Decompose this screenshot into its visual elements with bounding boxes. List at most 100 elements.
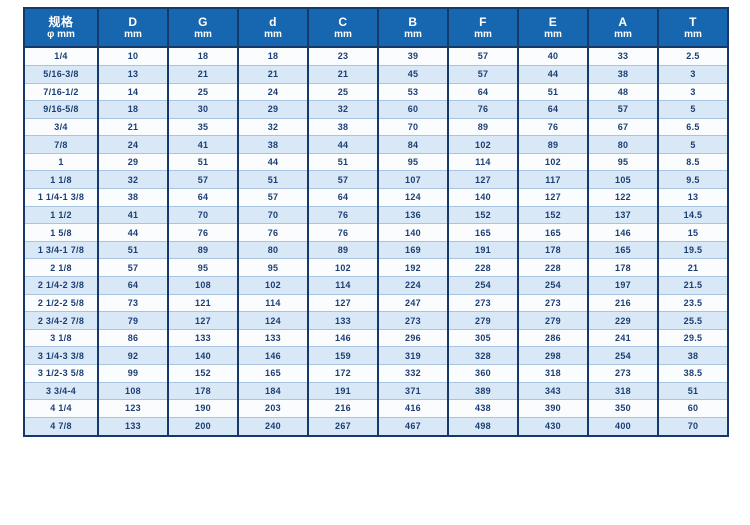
table-cell: 25.5 <box>657 311 729 330</box>
table-cell: 146 <box>307 328 379 347</box>
table-cell: 159 <box>307 346 379 365</box>
table-cell: 229 <box>587 311 659 330</box>
table-cell: 102 <box>447 135 519 154</box>
spec-size-cell: 2 1/2-2 5/8 <box>23 293 99 312</box>
table-cell: 57 <box>167 170 239 189</box>
spec-size-cell: 4 1/4 <box>23 399 99 418</box>
table-cell: 169 <box>377 240 449 259</box>
table-cell: 5 <box>657 135 729 154</box>
table-cell: 279 <box>517 311 589 330</box>
table-cell: 319 <box>377 346 449 365</box>
table-row: 2 1/8 57 95 95 102 192 228 228 178 21 <box>23 258 729 277</box>
table-cell: 6.5 <box>657 117 729 136</box>
table-cell: 8.5 <box>657 152 729 171</box>
table-cell: 389 <box>447 381 519 400</box>
table-cell: 318 <box>517 364 589 383</box>
table-cell: 95 <box>377 152 449 171</box>
table-cell: 25 <box>307 82 379 101</box>
table-cell: 18 <box>97 100 169 119</box>
column-header-unit: mm <box>614 28 632 40</box>
table-cell: 228 <box>447 258 519 277</box>
table-cell: 127 <box>167 311 239 330</box>
table-cell: 76 <box>237 223 309 242</box>
table-row: 2 1/2-2 5/8 73 121 114 127 247 273 273 216 23.5 <box>23 293 729 312</box>
table-cell: 3 <box>657 82 729 101</box>
column-header-title: B <box>408 14 418 29</box>
table-cell: 32 <box>97 170 169 189</box>
table-row: 3 1/4-3 3/8 92 140 146 159 319 328 298 254 38 <box>23 346 729 365</box>
table-row: 1 5/8 44 76 76 76 140 165 165 146 15 <box>23 223 729 242</box>
column-header-unit: mm <box>124 28 142 40</box>
table-cell: 3 <box>657 64 729 83</box>
table-cell: 23 <box>307 47 379 66</box>
table-cell: 178 <box>587 258 659 277</box>
table-cell: 332 <box>377 364 449 383</box>
table-cell: 136 <box>377 205 449 224</box>
table-cell: 86 <box>97 328 169 347</box>
table-cell: 191 <box>447 240 519 259</box>
table-cell: 146 <box>237 346 309 365</box>
column-header-title: E <box>548 14 558 29</box>
table-cell: 38 <box>307 117 379 136</box>
table-cell: 350 <box>587 399 659 418</box>
spec-size-cell: 3 1/8 <box>23 328 99 347</box>
table-row: 7/16-1/2 14 25 24 25 53 64 51 48 3 <box>23 82 729 101</box>
table-cell: 498 <box>447 416 519 436</box>
table-cell: 240 <box>237 416 309 436</box>
table-cell: 191 <box>307 381 379 400</box>
table-cell: 95 <box>167 258 239 277</box>
table-cell: 430 <box>517 416 589 436</box>
table-row: 3/4 21 35 32 38 70 89 76 67 6.5 <box>23 117 729 136</box>
table-cell: 102 <box>307 258 379 277</box>
table-cell: 192 <box>377 258 449 277</box>
table-cell: 254 <box>447 276 519 295</box>
table-row: 3 1/2-3 5/8 99 152 165 172 332 360 318 273 38.5 <box>23 364 729 383</box>
table-cell: 152 <box>517 205 589 224</box>
spec-size-cell: 7/8 <box>23 135 99 154</box>
table-cell: 133 <box>167 328 239 347</box>
table-cell: 80 <box>587 135 659 154</box>
table-cell: 137 <box>587 205 659 224</box>
column-header-title: A <box>618 14 628 29</box>
column-header-title: 规格 <box>48 14 74 29</box>
table-row: 3 1/8 86 133 133 146 296 305 286 241 29.5 <box>23 328 729 347</box>
table-cell: 53 <box>377 82 449 101</box>
table-row: 2 3/4-2 7/8 79 127 124 133 273 279 279 229 25.5 <box>23 311 729 330</box>
table-cell: 33 <box>587 47 659 66</box>
table-cell: 124 <box>377 188 449 207</box>
table-cell: 57 <box>307 170 379 189</box>
table-cell: 114 <box>307 276 379 295</box>
table-cell: 133 <box>237 328 309 347</box>
table-cell: 296 <box>377 328 449 347</box>
spec-size-cell: 1 1/2 <box>23 205 99 224</box>
table-cell: 44 <box>237 152 309 171</box>
table-cell: 273 <box>517 293 589 312</box>
table-cell: 21 <box>657 258 729 277</box>
table-cell: 133 <box>307 311 379 330</box>
table-cell: 122 <box>587 188 659 207</box>
table-row: 1/4 10 18 18 23 39 57 40 33 2.5 <box>23 47 729 66</box>
table-cell: 24 <box>97 135 169 154</box>
table-cell: 80 <box>237 240 309 259</box>
table-cell: 305 <box>447 328 519 347</box>
column-header-unit: mm <box>264 28 282 40</box>
column-header-title: D <box>128 14 138 29</box>
table-cell: 18 <box>237 47 309 66</box>
table-cell: 70 <box>377 117 449 136</box>
table-cell: 51 <box>307 152 379 171</box>
table-cell: 127 <box>517 188 589 207</box>
column-header-title: T <box>689 14 697 29</box>
table-cell: 44 <box>307 135 379 154</box>
column-header-title: F <box>479 14 487 29</box>
table-cell: 286 <box>517 328 589 347</box>
table-cell: 273 <box>447 293 519 312</box>
table-cell: 2.5 <box>657 47 729 66</box>
table-cell: 76 <box>517 117 589 136</box>
table-cell: 18 <box>167 47 239 66</box>
